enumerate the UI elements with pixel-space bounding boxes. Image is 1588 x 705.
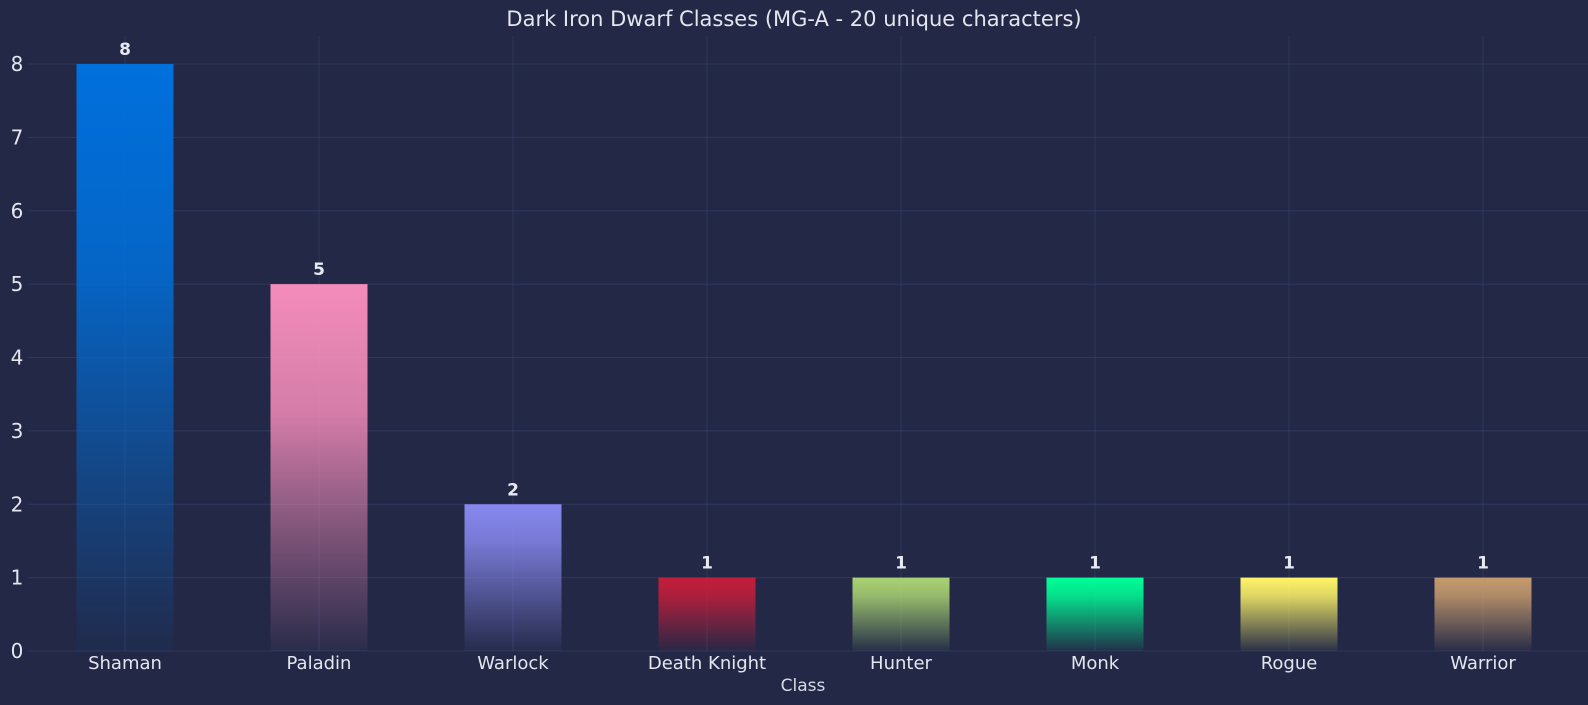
x-tick-label: Warrior: [1450, 653, 1516, 674]
data-labels: 8 5 2 1 1 1 1 1: [119, 40, 1489, 574]
y-tick-label: 6: [11, 199, 24, 223]
y-tick-label: 8: [11, 52, 24, 76]
x-tick-label: Warlock: [477, 653, 549, 674]
y-tick-label: 2: [11, 492, 24, 516]
grid: [28, 36, 1588, 652]
x-tick-label: Hunter: [870, 653, 932, 674]
x-axis: Shaman Paladin Warlock Death Knight Hunter Mo…: [88, 653, 1516, 674]
bar-shaman: [76, 64, 174, 651]
y-tick-label: 4: [11, 346, 24, 370]
y-axis: 0 1 2 3 4 5 6 7 8: [11, 52, 24, 663]
x-tick-label: Rogue: [1261, 653, 1318, 674]
bar-rogue: [1240, 577, 1338, 651]
data-label: 5: [313, 260, 325, 280]
y-tick-label: 0: [11, 639, 24, 663]
x-tick-label: Shaman: [88, 653, 162, 674]
y-tick-label: 7: [11, 125, 24, 149]
x-tick-label: Monk: [1071, 653, 1120, 674]
bar-death-knight: [658, 577, 756, 651]
y-tick-label: 3: [11, 419, 24, 443]
data-label: 1: [1477, 554, 1489, 574]
data-label: 2: [507, 480, 519, 500]
y-tick-label: 5: [11, 272, 24, 296]
bar-hunter: [852, 577, 950, 651]
bars: [76, 64, 1532, 651]
x-tick-label: Death Knight: [648, 653, 766, 674]
y-tick-label: 1: [11, 566, 24, 590]
bar-monk: [1046, 577, 1144, 651]
data-label: 1: [701, 554, 713, 574]
data-label: 1: [1089, 554, 1101, 574]
x-axis-title: Class: [781, 676, 826, 696]
data-label: 1: [1283, 554, 1295, 574]
data-label: 1: [895, 554, 907, 574]
x-tick-label: Paladin: [287, 653, 352, 674]
bar-warrior: [1434, 577, 1532, 651]
bar-paladin: [270, 284, 368, 651]
bar-warlock: [464, 504, 562, 651]
data-label: 8: [119, 40, 131, 60]
chart-title: Dark Iron Dwarf Classes (MG-A - 20 uniqu…: [506, 7, 1081, 31]
